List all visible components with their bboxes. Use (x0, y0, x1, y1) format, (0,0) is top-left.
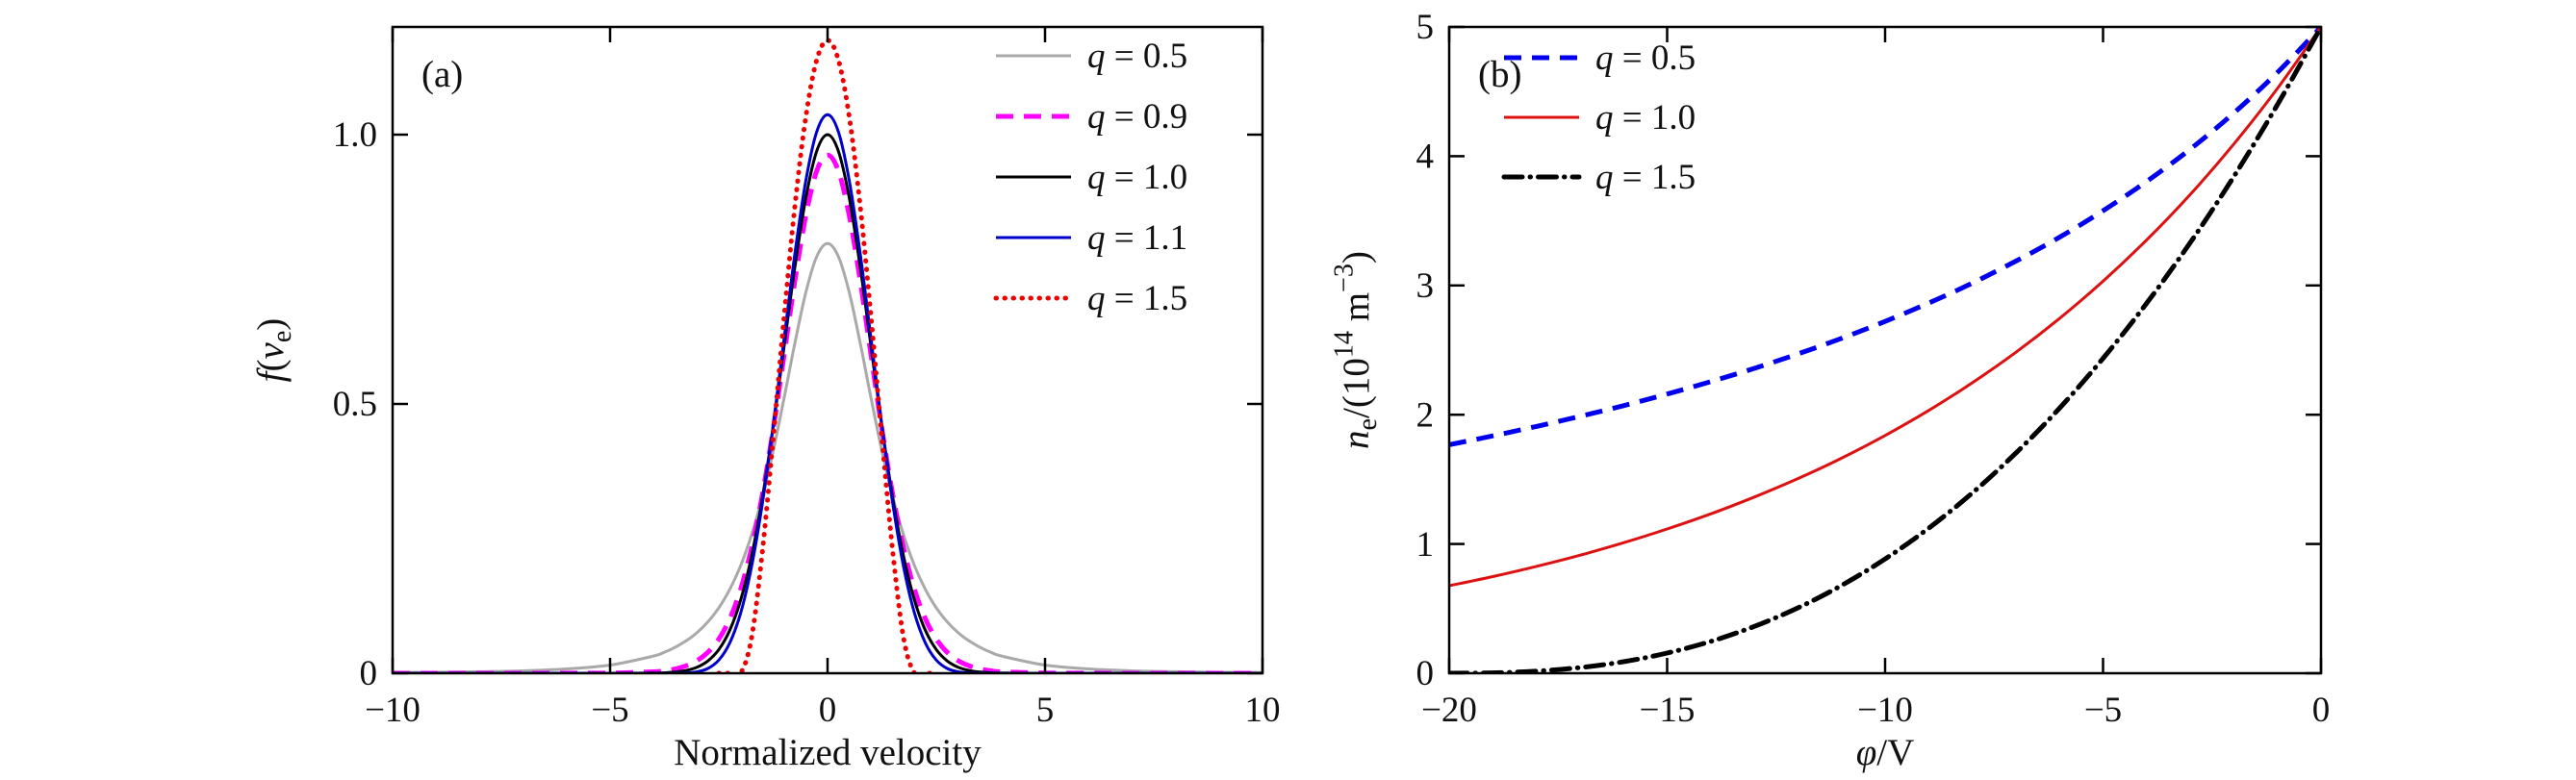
legend-item-q-1.1: q = 1.1 (996, 218, 1187, 258)
y-tick-label: 1 (1416, 525, 1435, 565)
panel-label: (a) (421, 54, 463, 95)
legend: q = 0.5 q = 1.0 q = 1.5 (1501, 38, 1696, 197)
curve-q-1.0 (393, 133, 1262, 673)
curve-q-1.1 (393, 113, 1262, 673)
x-tick-label: −15 (1640, 691, 1696, 730)
legend-item-q-1.0: q = 1.0 (1504, 98, 1696, 138)
plot-frame (1447, 25, 2323, 675)
y-axis-label: f(ve) (250, 318, 297, 383)
legend-item-q-0.5: q = 0.5 (996, 37, 1187, 76)
curves-layer (1449, 27, 2321, 673)
y-tick-label: 4 (1416, 138, 1435, 177)
curve-q-0.5 (1449, 27, 2321, 447)
legend-label: q = 1.1 (1087, 218, 1187, 258)
legend: q = 0.5 q = 0.9 q = 1.0 q = 1.1 q = 1.5 (993, 37, 1187, 318)
curve-q-1.0 (1449, 27, 2321, 588)
ticks (1447, 25, 2323, 675)
y-tick-label: 0.5 (333, 385, 377, 424)
legend-label: q = 0.5 (1087, 37, 1187, 76)
y-tick-label: 1.0 (333, 115, 377, 155)
x-tick-label: −20 (1421, 691, 1477, 730)
legend-item-q-1.5: q = 1.5 (1501, 158, 1696, 197)
x-tick-label: 0 (2312, 691, 2331, 730)
x-axis-label: Normalized velocity (674, 732, 982, 773)
x-tick-label: −5 (2084, 691, 2122, 730)
legend-item-q-0.5: q = 0.5 (1504, 38, 1696, 78)
curve-q-0.9 (393, 152, 1262, 673)
x-tick-label: 0 (819, 691, 837, 730)
legend-label: q = 1.0 (1595, 98, 1696, 138)
panel-label: (b) (1478, 54, 1521, 95)
y-tick-label: 2 (1416, 395, 1435, 435)
curve-q-0.5 (393, 241, 1262, 673)
curve-q-1.5 (1449, 27, 2321, 673)
y-tick-label: 3 (1416, 266, 1435, 306)
legend-label: q = 0.5 (1595, 38, 1696, 78)
legend-label: q = 1.5 (1087, 279, 1187, 318)
panel-a-chart: −10 −5 0 5 10 0 0.5 1.0 Normalized velocity f(ve)… (250, 25, 1281, 773)
x-tick-label: 5 (1036, 691, 1055, 730)
legend-item-q-1.0: q = 1.0 (996, 158, 1187, 197)
y-tick-label: 0 (360, 654, 378, 693)
legend-label: q = 1.5 (1595, 158, 1696, 197)
y-tick-label: 0 (1416, 654, 1435, 693)
y-tick-label: 5 (1416, 8, 1435, 47)
legend-item-q-0.9: q = 0.9 (996, 97, 1187, 137)
legend-label: q = 0.9 (1087, 97, 1187, 137)
ticks (391, 27, 1264, 675)
legend-label: q = 1.0 (1087, 158, 1187, 197)
legend-item-q-1.5: q = 1.5 (993, 279, 1187, 318)
x-axis-label: φ/V (1856, 732, 1915, 773)
x-tick-label: 10 (1245, 691, 1281, 730)
y-axis-label: ne/(1014 m−3) (1330, 251, 1383, 449)
x-tick-label: −10 (365, 691, 421, 730)
x-tick-label: −10 (1857, 691, 1913, 730)
x-tick-label: −5 (591, 691, 628, 730)
